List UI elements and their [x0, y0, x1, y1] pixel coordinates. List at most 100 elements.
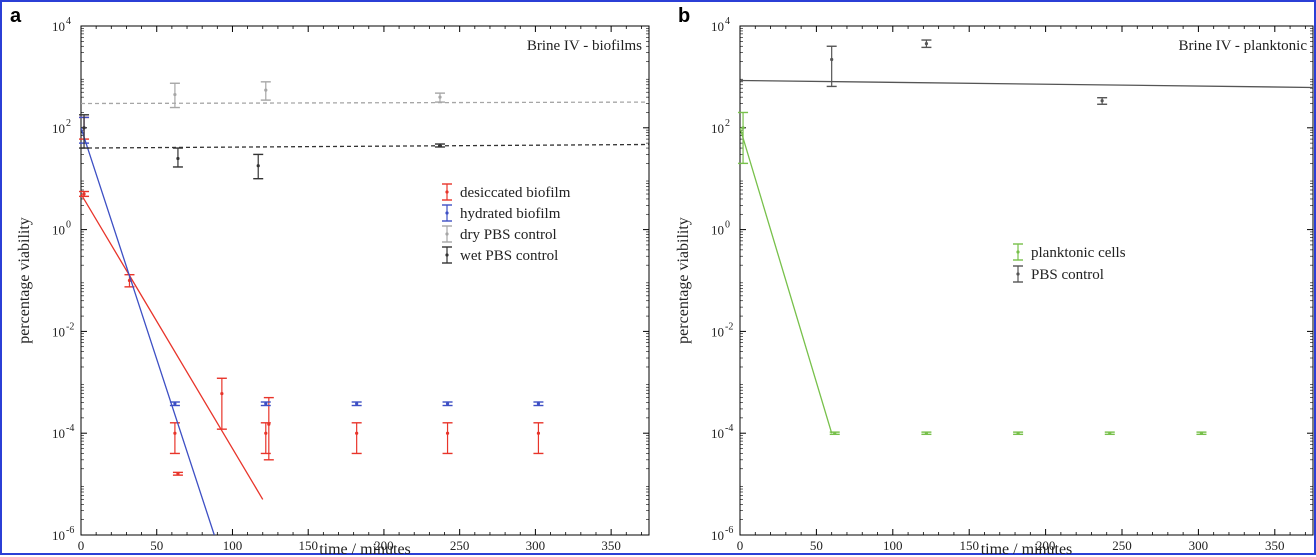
point-marker	[256, 164, 260, 168]
point-marker	[438, 95, 442, 99]
legend-item: PBS control	[1013, 265, 1104, 283]
y-tick-exponent: 0	[66, 220, 71, 231]
legend-item: wet PBS control	[442, 246, 558, 264]
point-marker	[176, 472, 180, 476]
x-tick-label: 300	[1189, 538, 1209, 553]
data-point	[263, 396, 274, 461]
fit-line	[81, 193, 264, 500]
data-point	[260, 401, 271, 407]
point-marker	[82, 192, 86, 196]
fit-line	[81, 127, 215, 535]
point-marker	[355, 402, 359, 406]
series-wet-pbs-control	[79, 114, 649, 180]
legend-item: planktonic cells	[1013, 243, 1126, 261]
data-point	[829, 431, 840, 436]
y-tick-exponent: -6	[66, 525, 74, 536]
y-tick-label: 10	[52, 324, 65, 339]
point-marker	[220, 391, 224, 396]
fit-line	[740, 127, 833, 434]
y-axis-label: percentage viability	[16, 217, 33, 344]
legend-label: PBS control	[1031, 267, 1104, 283]
legend-item: dry PBS control	[442, 225, 557, 243]
y-tick-exponent: 4	[725, 16, 730, 27]
data-point	[260, 81, 271, 101]
data-point	[169, 82, 180, 109]
data-point	[79, 190, 90, 198]
data-point	[921, 39, 932, 49]
x-tick-label: 0	[78, 538, 85, 553]
y-tick-exponent: 0	[725, 220, 730, 231]
x-tick-label: 350	[601, 538, 621, 553]
plot-frame	[80, 25, 650, 536]
x-tick-label: 50	[150, 538, 163, 553]
y-tick-label: 10	[52, 426, 65, 441]
x-tick-label: 250	[450, 538, 470, 553]
data-point	[253, 153, 264, 180]
point-marker	[173, 402, 177, 406]
point-marker	[1100, 99, 1104, 103]
point-marker	[82, 126, 86, 130]
panel-title: Brine IV - biofilms	[527, 38, 642, 54]
point-marker	[355, 431, 359, 435]
data-point	[921, 431, 932, 436]
legend-swatch-dot	[445, 253, 449, 257]
y-axis-label: percentage viability	[675, 217, 692, 344]
panel-letter: a	[10, 5, 22, 27]
point-marker	[438, 143, 442, 148]
point-marker	[924, 42, 929, 46]
y-tick-exponent: -4	[725, 423, 733, 434]
panel-letter: b	[678, 5, 690, 27]
fit-line	[740, 79, 1313, 89]
x-tick-label: 200	[1036, 538, 1056, 553]
point-marker	[264, 402, 268, 406]
x-tick-label: 250	[1112, 538, 1132, 553]
data-point	[826, 45, 837, 88]
fit-line	[81, 101, 649, 105]
data-point	[169, 401, 180, 407]
data-point	[172, 147, 183, 168]
data-point	[1013, 431, 1024, 436]
data-point	[442, 422, 453, 455]
data-point	[533, 422, 544, 455]
x-tick-label: 350	[1265, 538, 1285, 553]
x-axis-label: time / minutes	[319, 541, 411, 557]
y-tick-exponent: -6	[725, 525, 733, 536]
legend-item: hydrated biofilm	[442, 204, 561, 222]
data-point	[1097, 97, 1108, 105]
data-point	[351, 401, 362, 407]
legend-swatch-dot	[445, 190, 449, 194]
data-point	[434, 143, 445, 148]
x-tick-label: 100	[223, 538, 243, 553]
point-marker	[536, 402, 541, 406]
y-tick-label: 10	[711, 426, 724, 441]
y-tick-exponent: 2	[66, 118, 71, 129]
series-hydrated-biofilm	[79, 116, 544, 535]
x-tick-label: 0	[737, 538, 744, 553]
point-marker	[1108, 431, 1112, 435]
legend-label: hydrated biofilm	[460, 206, 561, 222]
y-tick-label: 10	[52, 19, 65, 34]
y-tick-label: 10	[52, 223, 65, 238]
legend-swatch-dot	[445, 211, 449, 215]
legend-label: desiccated biofilm	[460, 185, 571, 201]
y-tick-label: 10	[711, 528, 724, 543]
y-tick-label: 10	[711, 324, 724, 339]
x-tick-label: 150	[298, 538, 318, 553]
series-dry-pbs-control	[81, 81, 649, 109]
legend-item: desiccated biofilm	[442, 183, 571, 201]
series-planktonic-cells	[738, 111, 1207, 436]
y-tick-label: 10	[52, 528, 65, 543]
x-tick-label: 100	[883, 538, 903, 553]
point-marker	[176, 156, 180, 161]
data-point	[1196, 431, 1207, 436]
data-point	[216, 377, 227, 430]
y-tick-exponent: 4	[66, 16, 71, 27]
point-marker	[830, 57, 834, 62]
data-point	[1104, 431, 1115, 436]
fit-line	[81, 143, 649, 149]
y-tick-label: 10	[711, 121, 724, 136]
y-tick-label: 10	[711, 19, 724, 34]
